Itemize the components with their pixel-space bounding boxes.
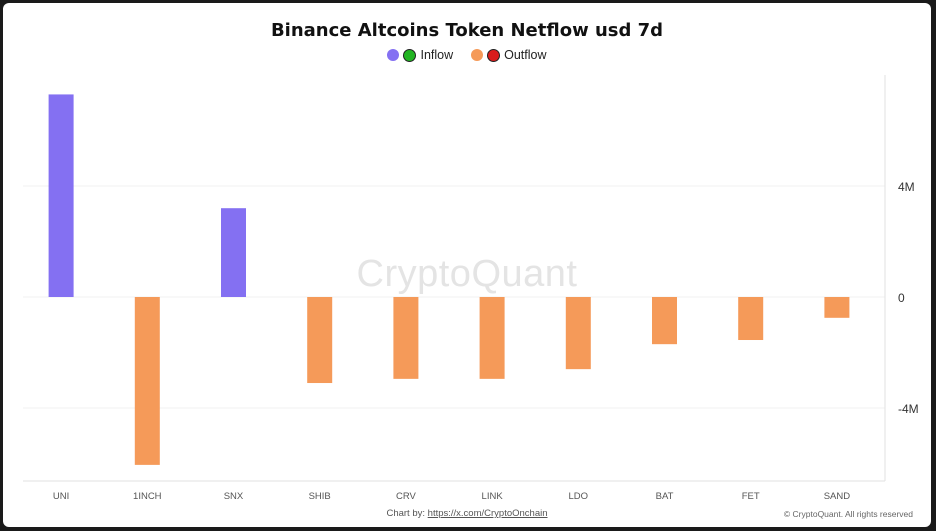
x-tick-label: LINK <box>482 491 504 502</box>
x-tick-label: CRV <box>396 491 417 502</box>
bar-crv <box>393 297 419 379</box>
copyright-text: © CryptoQuant. All rights reserved <box>783 509 913 519</box>
chart-title: Binance Altcoins Token Netflow usd 7d <box>270 20 664 41</box>
credit-prefix: Chart by: <box>386 508 426 519</box>
legend-item-outflow[interactable]: Outflow <box>471 48 547 62</box>
chart-legend: Inflow Outflow <box>3 48 931 62</box>
y-tick-label: 0 <box>898 291 905 305</box>
bar-1inch <box>134 297 160 465</box>
chart-card: Binance Altcoins Token Netflow usd 7d In… <box>3 3 931 527</box>
inflow-color-swatch <box>387 49 400 61</box>
bar-fet <box>738 297 764 341</box>
x-tick-label: SHIB <box>309 491 331 502</box>
bar-snx <box>221 208 246 297</box>
bar-sand <box>824 297 850 318</box>
bar-bat <box>652 297 677 345</box>
bar-shib <box>307 297 333 384</box>
credit-link[interactable]: https://x.com/CryptoOnchain <box>427 508 548 519</box>
bar-uni <box>48 94 74 297</box>
outflow-alt-color-swatch <box>487 48 501 62</box>
legend-label-outflow: Outflow <box>504 48 547 62</box>
x-tick-label: SNX <box>224 491 244 502</box>
bar-link <box>479 297 505 379</box>
inflow-alt-color-swatch <box>403 48 417 62</box>
bar-ldo <box>565 297 591 370</box>
x-tick-label: FET <box>742 491 760 502</box>
x-tick-label: 1INCH <box>133 491 162 502</box>
bar-chart: 4M 0 -4M UNI 1INCH SNX SHIB CRV LINK LDO BAT FET SAN… <box>23 75 919 502</box>
x-tick-label: LDO <box>569 491 589 502</box>
outflow-color-swatch <box>471 49 484 61</box>
legend-item-inflow[interactable]: Inflow <box>387 48 453 62</box>
x-tick-label: BAT <box>656 491 674 502</box>
y-tick-label: -4M <box>898 402 919 416</box>
x-tick-label: SAND <box>824 491 851 502</box>
legend-label-inflow: Inflow <box>420 48 454 62</box>
x-tick-label: UNI <box>53 491 69 502</box>
y-tick-label: 4M <box>898 180 915 194</box>
chart-credit: Chart by: https://x.com/CryptoOnchain <box>3 508 931 519</box>
